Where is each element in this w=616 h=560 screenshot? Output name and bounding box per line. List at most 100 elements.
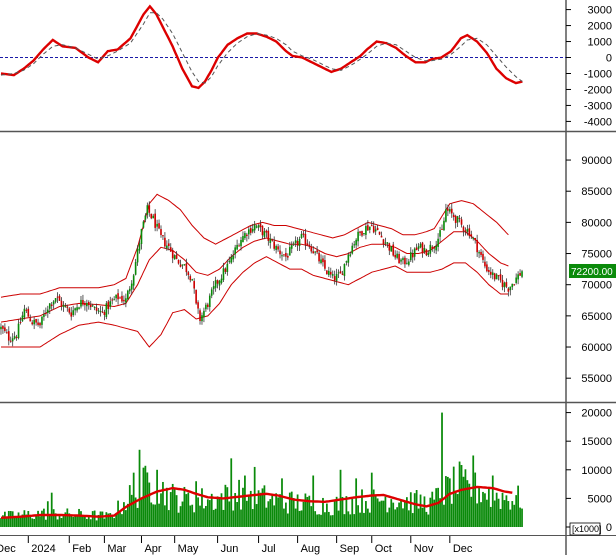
volume-bar	[421, 507, 424, 527]
candle-body	[46, 309, 49, 314]
volume-bar	[507, 501, 510, 527]
candle-body	[99, 311, 102, 313]
candle-body	[357, 231, 359, 242]
volume-bar	[505, 495, 508, 527]
volume-bar	[60, 518, 63, 527]
candle-body	[212, 286, 215, 290]
volume-bar	[230, 458, 233, 527]
candle-body	[507, 288, 510, 292]
candle-body	[478, 252, 480, 254]
volume-bar	[433, 499, 436, 527]
volume-bar	[95, 520, 98, 527]
candle-body	[82, 300, 84, 305]
volume-bar	[245, 500, 248, 527]
volume-bar	[78, 508, 80, 527]
oscillator-signal-line	[0, 12, 523, 84]
candle-body	[23, 308, 26, 318]
volume-bar	[247, 496, 250, 527]
price-axis-tick-label: 80000	[581, 217, 612, 229]
time-axis-tick-label: Apr	[144, 543, 161, 555]
volume-bar	[214, 508, 217, 527]
candle-body	[290, 245, 293, 249]
volume-bar	[304, 493, 307, 527]
candle-body	[486, 264, 488, 272]
volume-bar	[70, 516, 73, 527]
volume-bar	[333, 499, 336, 527]
candle-body	[95, 307, 98, 311]
candle-body	[402, 258, 404, 261]
volume-bar	[398, 502, 400, 527]
candle-body	[54, 298, 57, 302]
candle-body	[345, 261, 348, 263]
volume-bar	[261, 488, 264, 527]
volume-bar	[205, 505, 207, 527]
candle-body	[347, 254, 350, 263]
time-axis-tick-label: Aug	[301, 543, 321, 555]
candle-body	[480, 251, 482, 255]
volume-bar	[466, 480, 469, 527]
volume-bar	[99, 511, 102, 527]
volume-bar	[177, 512, 180, 527]
volume-bar	[331, 515, 334, 527]
volume-bar	[396, 507, 399, 527]
volume-bar	[130, 494, 133, 527]
candle-body	[499, 274, 502, 281]
candle-body	[419, 243, 422, 248]
candle-body	[228, 260, 231, 262]
volume-bar	[259, 492, 262, 527]
candle-body	[123, 299, 125, 302]
candle-body	[193, 281, 195, 289]
volume-bar	[283, 508, 285, 527]
candle-body	[447, 208, 449, 211]
volume-bar	[380, 500, 383, 527]
candle-body	[78, 307, 80, 309]
candle-body	[214, 280, 217, 288]
candle-body	[58, 295, 61, 301]
candle-body	[441, 228, 443, 230]
candle-body	[452, 214, 455, 218]
volume-bar	[509, 509, 512, 527]
volume-bar	[355, 478, 358, 527]
volume-bar	[402, 508, 404, 527]
volume-bar	[415, 490, 418, 527]
candle-body	[121, 295, 123, 302]
volume-bar	[519, 507, 521, 527]
candle-body	[423, 248, 426, 252]
volume-bar	[376, 498, 379, 527]
volume-bar	[497, 498, 500, 527]
volume-bar	[150, 502, 153, 527]
volume-bar	[21, 514, 24, 527]
volume-bar	[425, 511, 428, 527]
candle-body	[2, 326, 4, 329]
candle-body	[105, 303, 108, 318]
candle-body	[62, 304, 65, 307]
volume-bar	[443, 504, 445, 527]
candle-body	[439, 230, 441, 237]
volume-bar	[314, 511, 317, 527]
volume-bar	[370, 472, 373, 527]
volume-bar	[140, 497, 143, 527]
candle-body	[409, 252, 412, 261]
volume-bar	[452, 466, 455, 527]
volume-bar	[181, 501, 184, 527]
candle-body	[308, 244, 311, 247]
candle-body	[111, 299, 114, 301]
volume-bar	[234, 493, 237, 527]
volume-bar	[171, 483, 174, 527]
candle-body	[70, 312, 73, 317]
volume-bar	[470, 496, 473, 527]
candle-body	[9, 340, 12, 342]
volume-bar	[353, 514, 356, 527]
candle-body	[470, 234, 473, 237]
candle-body	[220, 278, 223, 283]
candle-body	[234, 247, 236, 255]
candle-body	[205, 304, 207, 310]
volume-bar	[56, 519, 59, 527]
candle-body	[464, 230, 467, 232]
volume-bar	[439, 498, 441, 527]
volume-bar	[50, 492, 53, 527]
candle-body	[365, 226, 367, 235]
volume-bar	[91, 511, 94, 527]
candle-body	[328, 270, 330, 275]
bollinger-lower	[1, 256, 509, 348]
